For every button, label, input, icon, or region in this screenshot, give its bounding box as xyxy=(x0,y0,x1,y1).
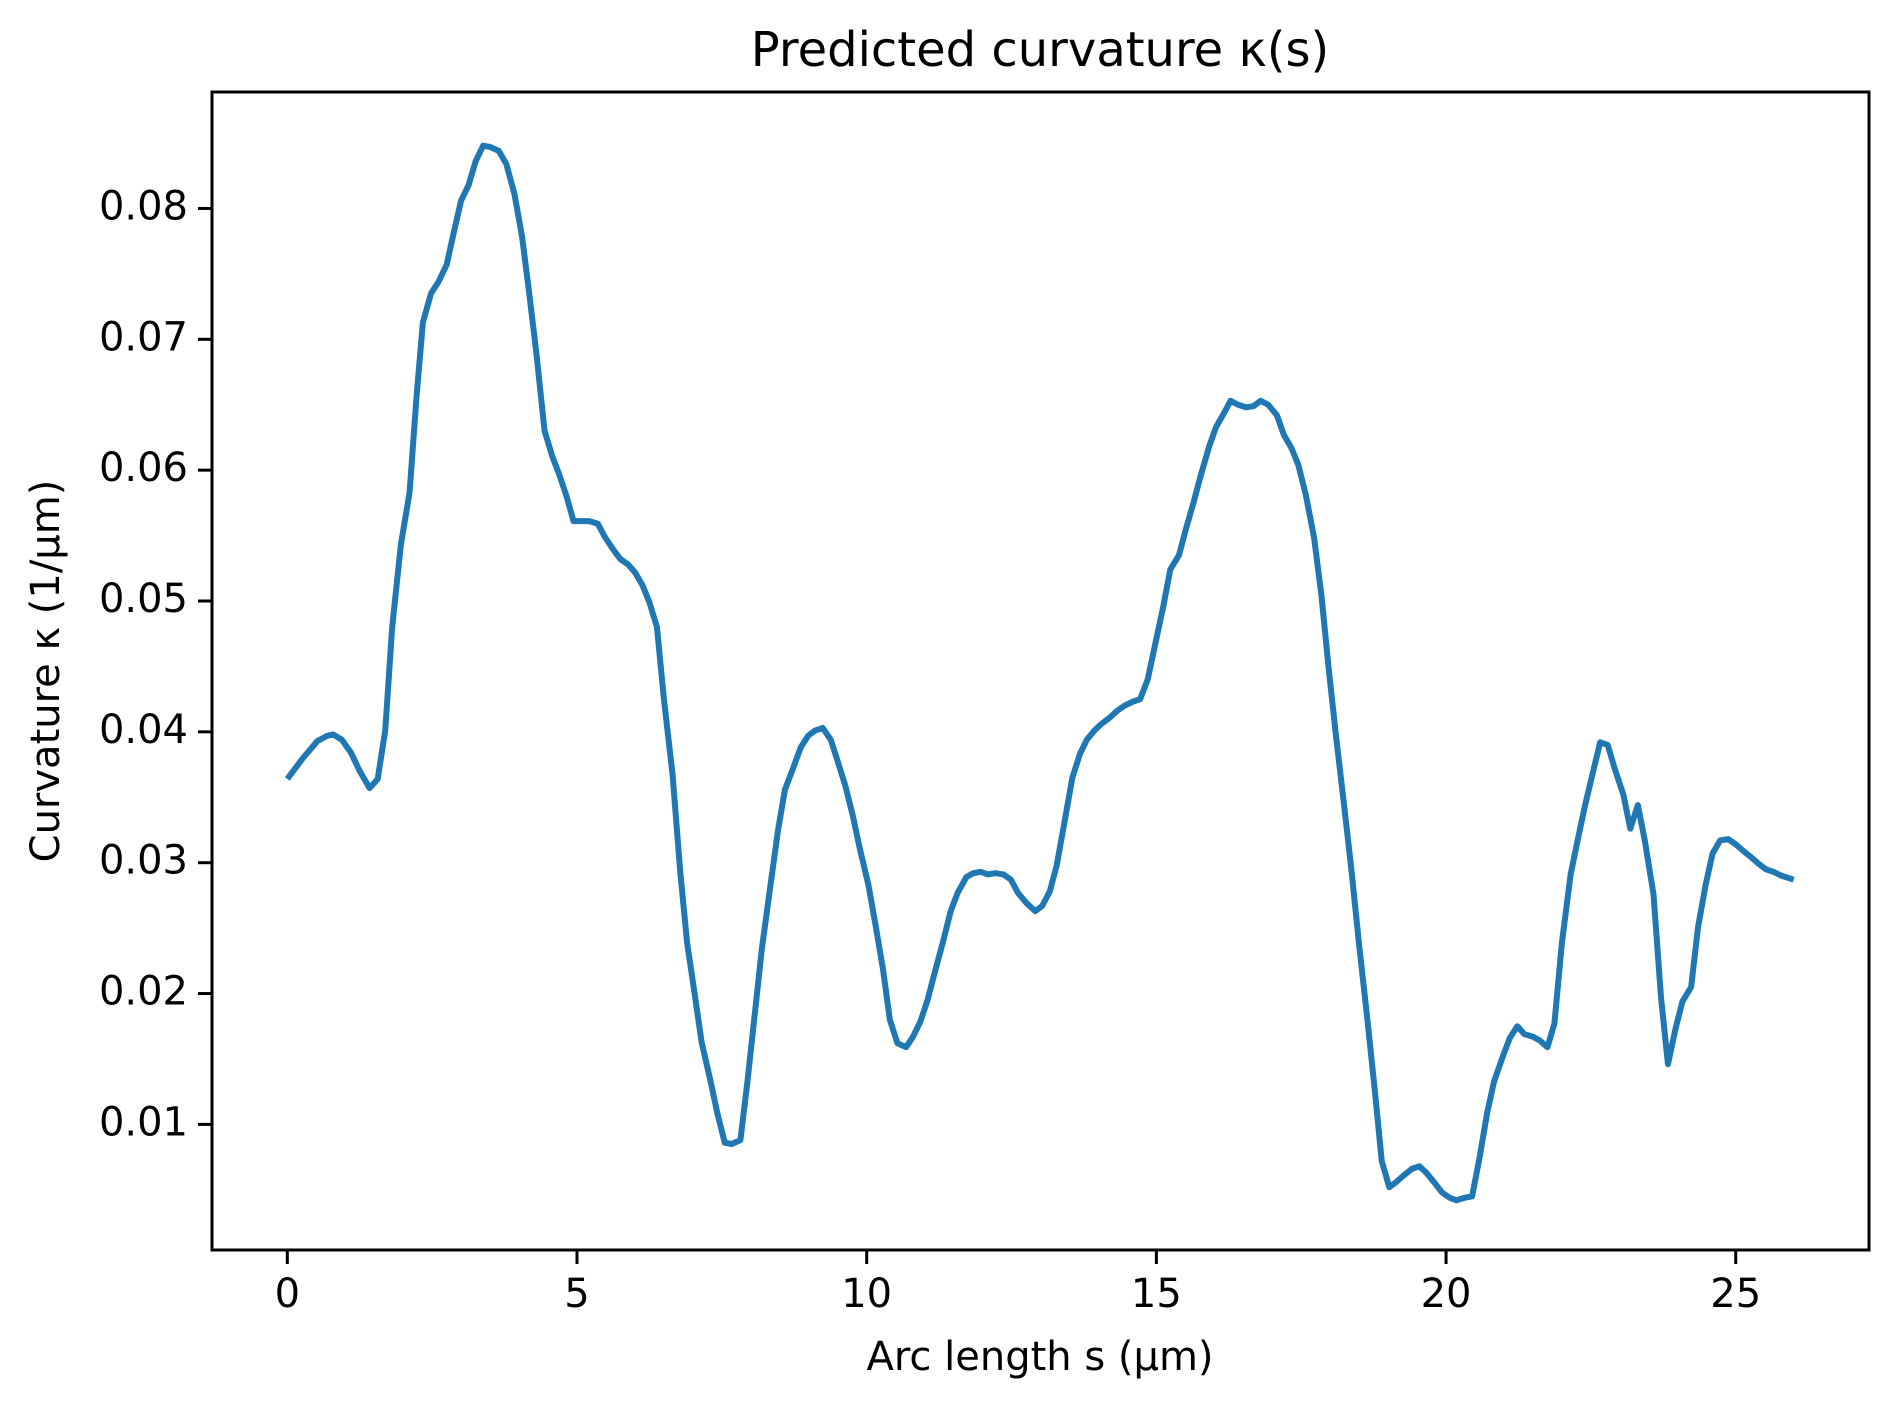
x-tick-label: 20 xyxy=(1421,1271,1472,1317)
x-tick-label: 25 xyxy=(1710,1271,1761,1317)
y-tick-label: 0.05 xyxy=(99,576,188,622)
chart-title: Predicted curvature κ(s) xyxy=(751,22,1329,78)
x-tick-label: 15 xyxy=(1131,1271,1182,1317)
data-line xyxy=(284,142,1795,1204)
y-tick-label: 0.01 xyxy=(99,1099,188,1145)
x-tick-label: 5 xyxy=(564,1271,589,1317)
x-axis-label: Arc length s (µm) xyxy=(866,1334,1213,1380)
y-tick-label: 0.02 xyxy=(99,969,188,1015)
y-tick-label: 0.08 xyxy=(99,183,188,229)
x-tick-label: 0 xyxy=(275,1271,300,1317)
y-tick-label: 0.04 xyxy=(99,707,188,753)
x-tick-label: 10 xyxy=(841,1271,892,1317)
y-axis-label: Curvature κ (1/µm) xyxy=(23,480,69,863)
y-tick-label: 0.07 xyxy=(99,314,188,360)
y-tick-label: 0.06 xyxy=(99,445,188,491)
y-tick-label: 0.03 xyxy=(99,838,188,884)
plot-frame xyxy=(210,90,1871,1252)
